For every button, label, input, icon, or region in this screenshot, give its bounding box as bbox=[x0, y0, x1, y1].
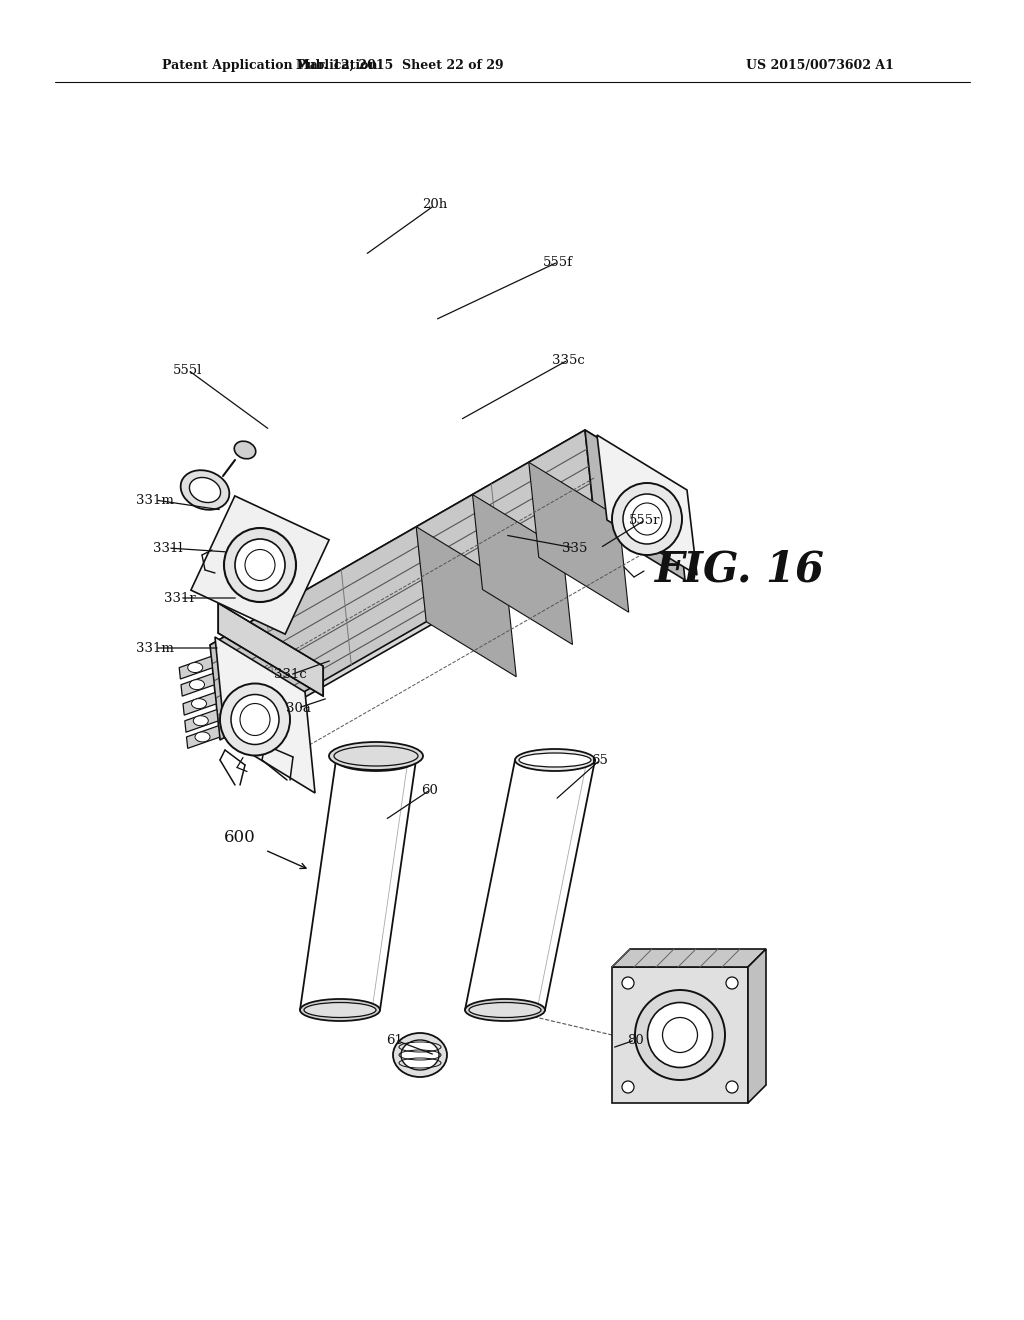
Text: 555r: 555r bbox=[630, 513, 660, 527]
Polygon shape bbox=[183, 693, 216, 715]
Ellipse shape bbox=[187, 663, 203, 672]
Ellipse shape bbox=[515, 748, 595, 771]
Text: 30a: 30a bbox=[286, 701, 310, 714]
Ellipse shape bbox=[189, 478, 220, 503]
Polygon shape bbox=[218, 603, 323, 696]
Ellipse shape bbox=[180, 470, 229, 510]
Polygon shape bbox=[472, 495, 572, 644]
Ellipse shape bbox=[224, 528, 296, 602]
Ellipse shape bbox=[469, 1002, 541, 1018]
Text: 335c: 335c bbox=[552, 354, 585, 367]
Ellipse shape bbox=[300, 999, 380, 1020]
Ellipse shape bbox=[622, 1081, 634, 1093]
Ellipse shape bbox=[622, 977, 634, 989]
Ellipse shape bbox=[519, 752, 591, 767]
Ellipse shape bbox=[234, 539, 285, 591]
Ellipse shape bbox=[635, 990, 725, 1080]
Text: 555l: 555l bbox=[173, 363, 203, 376]
Polygon shape bbox=[612, 949, 766, 968]
Ellipse shape bbox=[340, 752, 412, 767]
Ellipse shape bbox=[726, 1081, 738, 1093]
Ellipse shape bbox=[329, 742, 423, 770]
Ellipse shape bbox=[189, 680, 205, 689]
Polygon shape bbox=[612, 968, 748, 1104]
Polygon shape bbox=[184, 710, 218, 733]
Text: 65: 65 bbox=[592, 754, 608, 767]
Text: 331m: 331m bbox=[136, 494, 174, 507]
Polygon shape bbox=[179, 656, 212, 678]
Polygon shape bbox=[528, 462, 629, 612]
Text: FIG. 16: FIG. 16 bbox=[655, 549, 825, 591]
Ellipse shape bbox=[234, 441, 256, 459]
Text: 331c: 331c bbox=[273, 668, 306, 681]
Ellipse shape bbox=[191, 698, 207, 709]
Polygon shape bbox=[215, 638, 315, 793]
Text: 60: 60 bbox=[422, 784, 438, 796]
Text: Patent Application Publication: Patent Application Publication bbox=[162, 58, 378, 71]
Text: 80: 80 bbox=[627, 1034, 643, 1047]
Ellipse shape bbox=[393, 1034, 447, 1077]
Ellipse shape bbox=[401, 1040, 439, 1071]
Text: 555f: 555f bbox=[543, 256, 573, 268]
Text: 20h: 20h bbox=[422, 198, 447, 211]
Ellipse shape bbox=[195, 731, 210, 742]
Ellipse shape bbox=[304, 1002, 376, 1018]
Polygon shape bbox=[186, 726, 220, 748]
Text: 335: 335 bbox=[562, 541, 588, 554]
Text: 331r: 331r bbox=[164, 591, 196, 605]
Ellipse shape bbox=[231, 694, 279, 744]
Polygon shape bbox=[190, 496, 329, 634]
Ellipse shape bbox=[726, 977, 738, 989]
Polygon shape bbox=[585, 430, 685, 579]
Text: 331m: 331m bbox=[136, 642, 174, 655]
Ellipse shape bbox=[612, 483, 682, 554]
Polygon shape bbox=[210, 430, 595, 741]
Ellipse shape bbox=[465, 999, 545, 1020]
Polygon shape bbox=[748, 949, 766, 1104]
Text: 61: 61 bbox=[387, 1034, 403, 1047]
Text: US 2015/0073602 A1: US 2015/0073602 A1 bbox=[746, 58, 894, 71]
Polygon shape bbox=[181, 673, 214, 696]
Text: 331l: 331l bbox=[154, 541, 183, 554]
Text: 600: 600 bbox=[224, 829, 256, 846]
Ellipse shape bbox=[336, 748, 416, 771]
Ellipse shape bbox=[220, 684, 290, 755]
Text: Mar. 12, 2015  Sheet 22 of 29: Mar. 12, 2015 Sheet 22 of 29 bbox=[296, 58, 504, 71]
Polygon shape bbox=[416, 527, 516, 677]
Ellipse shape bbox=[623, 494, 671, 544]
Ellipse shape bbox=[194, 715, 208, 726]
Polygon shape bbox=[597, 436, 697, 576]
Ellipse shape bbox=[647, 1002, 713, 1068]
Polygon shape bbox=[210, 430, 675, 700]
